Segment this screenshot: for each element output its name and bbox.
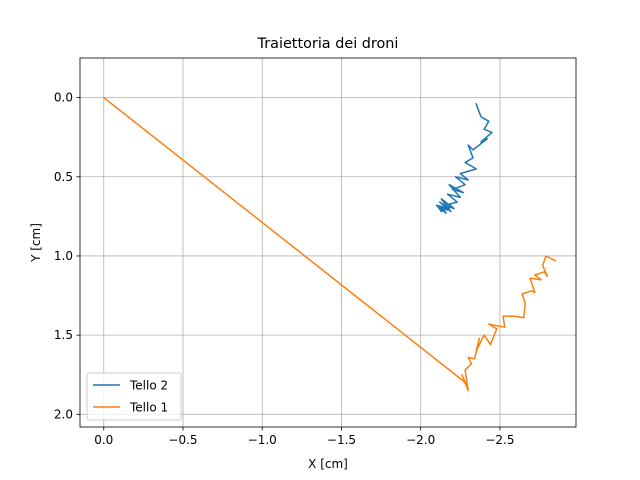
y-tick-label: 2.0	[54, 407, 73, 421]
y-tick-label: 1.0	[54, 249, 73, 263]
x-tick-label: −1.5	[327, 433, 356, 447]
legend-label: Tello 2	[129, 379, 168, 393]
legend: Tello 2 Tello 1	[86, 372, 182, 421]
plot-area-background	[80, 58, 576, 427]
series-line-tello-1	[102, 96, 557, 392]
x-tick-label: −1.0	[248, 433, 277, 447]
x-tick-label: 0.0	[94, 433, 113, 447]
plot-frame	[79, 57, 577, 428]
y-tick-label: 0.5	[54, 170, 73, 184]
ticks: 0.0 −0.5 −1.0 −1.5 −2.0 −2.5 0.0 0.5 1.0 1.5 2.0	[54, 91, 515, 447]
x-tick-label: −2.5	[485, 433, 514, 447]
chart-title: Traiettoria dei droni	[257, 36, 399, 52]
series-layer	[102, 96, 557, 392]
y-tick-label: 0.0	[54, 91, 73, 105]
series-line-tello-2	[435, 102, 493, 214]
legend-label: Tello 1	[129, 401, 168, 415]
y-tick-label: 1.5	[54, 328, 73, 342]
x-axis-label: X [cm]	[308, 457, 348, 471]
grid	[80, 58, 576, 427]
legend-entries: Tello 2 Tello 1	[93, 379, 168, 415]
x-tick-label: −0.5	[168, 433, 197, 447]
x-tick-label: −2.0	[406, 433, 435, 447]
y-axis-label: Y [cm]	[29, 223, 43, 263]
